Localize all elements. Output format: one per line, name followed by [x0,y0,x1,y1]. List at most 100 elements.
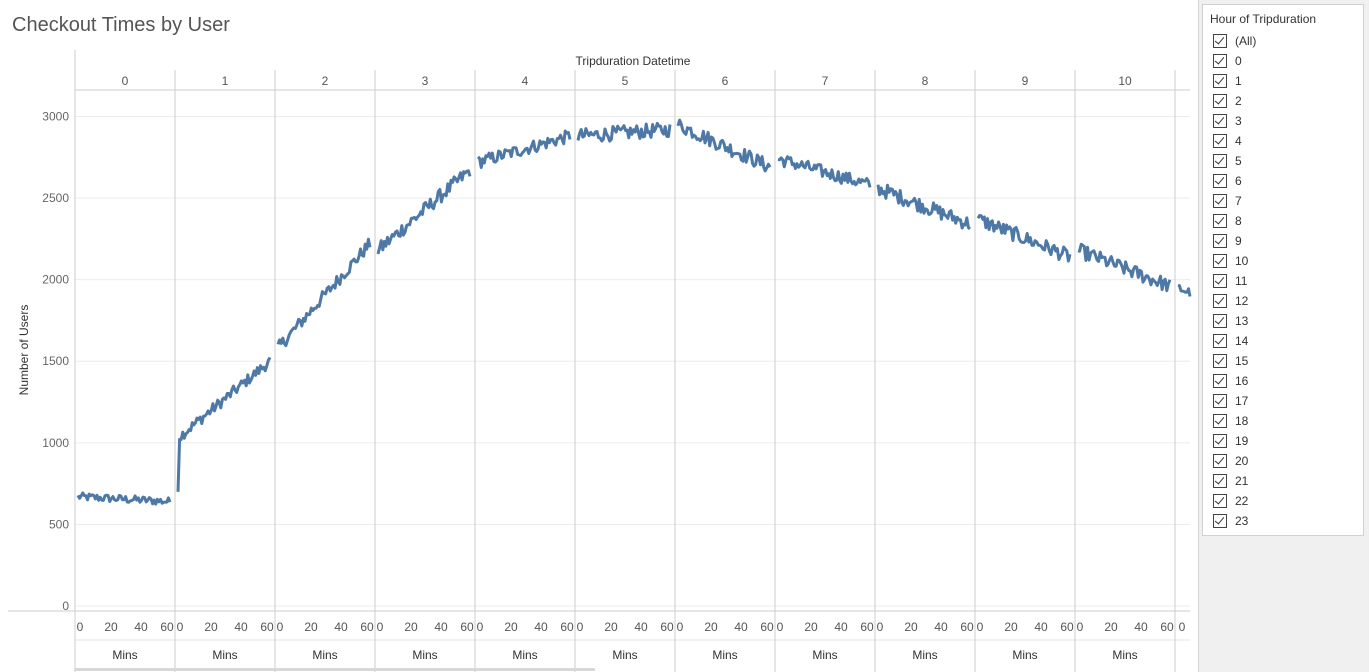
filter-item-label: 15 [1235,354,1249,368]
checkbox-checked-icon[interactable] [1213,314,1227,328]
checkbox-checked-icon[interactable] [1213,414,1227,428]
y-tick-label: 1500 [42,354,69,368]
series-line[interactable] [76,491,172,506]
filter-item[interactable]: 3 [1213,111,1256,131]
checkbox-checked-icon[interactable] [1213,34,1227,48]
filter-item[interactable]: 17 [1213,391,1256,411]
checkbox-checked-icon[interactable] [1213,374,1227,388]
filter-title: Hour of Tripduration [1210,12,1317,26]
checkbox-checked-icon[interactable] [1213,54,1227,68]
series-line[interactable] [176,356,272,492]
panel-header: 9 [1022,74,1029,88]
x-tick-label: 40 [834,620,848,634]
series-line[interactable] [777,155,872,188]
checkbox-checked-icon[interactable] [1213,394,1227,408]
filter-item[interactable]: 12 [1213,291,1256,311]
checkbox-checked-icon[interactable] [1213,114,1227,128]
checkbox-checked-icon[interactable] [1213,234,1227,248]
x-tick-label: 40 [934,620,948,634]
filter-item[interactable]: (All) [1213,31,1256,51]
series-line[interactable] [376,169,472,255]
series-line[interactable] [476,129,572,169]
x-tick-label: 20 [604,620,618,634]
filter-item[interactable]: 2 [1213,91,1256,111]
filter-item[interactable]: 5 [1213,151,1256,171]
filter-item-label: 17 [1235,394,1249,408]
x-tick-label: 0 [577,620,584,634]
filter-item[interactable]: 18 [1213,411,1256,431]
filter-item-label: 4 [1235,134,1242,148]
x-tick-label: 40 [734,620,748,634]
x-tick-label: 40 [134,620,148,634]
filter-item[interactable]: 8 [1213,211,1256,231]
filter-item[interactable]: 4 [1213,131,1256,151]
x-tick-label: 0 [377,620,384,634]
x-tick-label: 20 [904,620,918,634]
checkbox-checked-icon[interactable] [1213,294,1227,308]
series-line[interactable] [1077,242,1172,293]
filter-item[interactable]: 0 [1213,51,1256,71]
filter-item[interactable]: 7 [1213,191,1256,211]
series-line[interactable] [576,121,672,143]
checkbox-checked-icon[interactable] [1213,174,1227,188]
filter-item[interactable]: 10 [1213,251,1256,271]
x-tick-label: 20 [1004,620,1018,634]
filter-item-label: 18 [1235,414,1249,428]
series-line[interactable] [876,183,971,231]
horizontal-scrollbar[interactable] [75,668,595,671]
filter-item[interactable]: 11 [1213,271,1256,291]
filter-item[interactable]: 20 [1213,451,1256,471]
series-line[interactable] [1177,283,1192,297]
checkbox-checked-icon[interactable] [1213,354,1227,368]
filter-item[interactable]: 23 [1213,511,1256,531]
y-tick-label: 1000 [42,436,69,450]
filter-item[interactable]: 16 [1213,371,1256,391]
filter-item[interactable]: 13 [1213,311,1256,331]
x-tick-label: 60 [560,620,574,634]
checkbox-checked-icon[interactable] [1213,94,1227,108]
panel-header: 2 [322,74,329,88]
series-line[interactable] [676,118,772,173]
filter-item-label: 7 [1235,194,1242,208]
checkbox-checked-icon[interactable] [1213,514,1227,528]
checkbox-checked-icon[interactable] [1213,434,1227,448]
checkbox-checked-icon[interactable] [1213,194,1227,208]
filter-item-label: 3 [1235,114,1242,128]
checkbox-checked-icon[interactable] [1213,154,1227,168]
panel-header: 8 [922,74,929,88]
series-line[interactable] [976,214,1072,263]
x-tick-label: 60 [860,620,874,634]
filter-item-label: 5 [1235,154,1242,168]
checkbox-checked-icon[interactable] [1213,454,1227,468]
y-tick-label: 500 [49,517,69,531]
x-tick-label: 60 [1060,620,1074,634]
panel-header: 7 [822,74,829,88]
filter-item[interactable]: 1 [1213,71,1256,91]
checkbox-checked-icon[interactable] [1213,74,1227,88]
filter-item[interactable]: 22 [1213,491,1256,511]
checkbox-checked-icon[interactable] [1213,334,1227,348]
filter-item[interactable]: 9 [1213,231,1256,251]
checkbox-checked-icon[interactable] [1213,494,1227,508]
checkbox-checked-icon[interactable] [1213,274,1227,288]
x-tick-label: 20 [304,620,318,634]
filter-item[interactable]: 6 [1213,171,1256,191]
filter-item-label: 9 [1235,234,1242,248]
panel-header: 10 [1118,74,1132,88]
x-tick-label: 0 [277,620,284,634]
filter-item-label: 14 [1235,334,1249,348]
checkbox-checked-icon[interactable] [1213,214,1227,228]
filter-item[interactable]: 21 [1213,471,1256,491]
x-tick-label: 40 [534,620,548,634]
filter-item[interactable]: 19 [1213,431,1256,451]
checkbox-checked-icon[interactable] [1213,254,1227,268]
filter-item[interactable]: 15 [1213,351,1256,371]
checkbox-checked-icon[interactable] [1213,474,1227,488]
filter-item[interactable]: 14 [1213,331,1256,351]
x-tick-label: 60 [960,620,974,634]
y-axis-label: Number of Users [17,305,31,396]
checkbox-checked-icon[interactable] [1213,134,1227,148]
x-tick-label: 0 [677,620,684,634]
series-line[interactable] [276,237,372,348]
